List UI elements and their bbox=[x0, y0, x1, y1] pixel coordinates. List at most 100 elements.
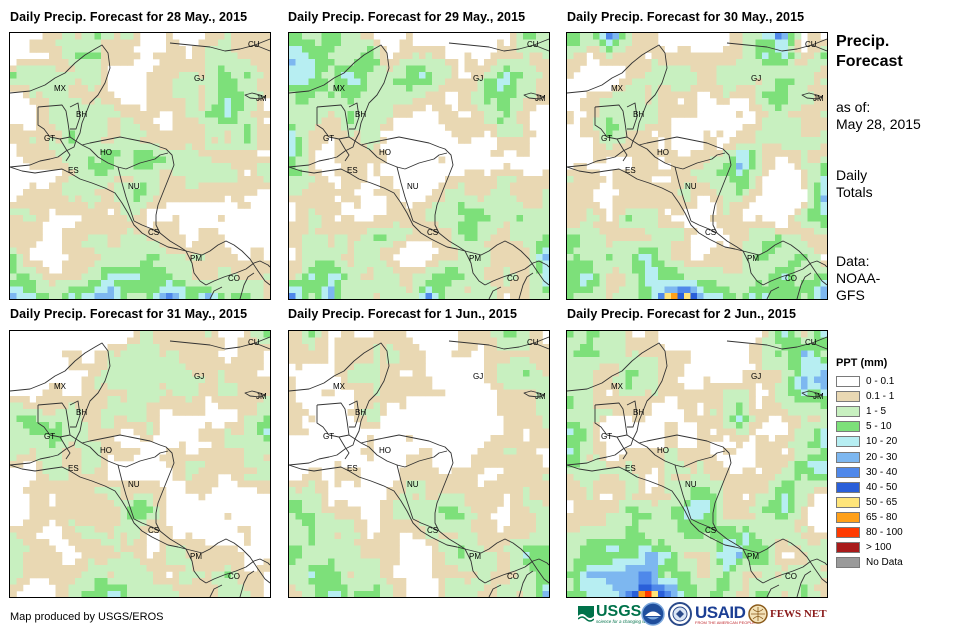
precip-cell bbox=[755, 124, 763, 131]
precip-cell bbox=[315, 33, 322, 40]
precip-cell bbox=[140, 234, 147, 242]
precip-cell bbox=[42, 33, 50, 40]
precip-cell bbox=[36, 72, 43, 79]
precip-cell bbox=[315, 143, 322, 151]
precip-cell bbox=[94, 539, 102, 546]
precip-cell bbox=[625, 117, 633, 125]
precip-cell bbox=[625, 202, 633, 209]
precip-cell bbox=[651, 111, 659, 118]
precip-cell bbox=[677, 241, 685, 248]
precip-cell bbox=[81, 493, 89, 501]
precip-cell bbox=[814, 85, 821, 92]
precip-cell bbox=[716, 247, 724, 255]
precip-cell bbox=[94, 117, 102, 125]
precip-cell bbox=[580, 117, 587, 125]
precip-cell bbox=[736, 150, 743, 157]
precip-cell bbox=[451, 78, 459, 86]
country-border bbox=[438, 232, 466, 252]
precip-cell bbox=[218, 467, 225, 475]
precip-cell bbox=[775, 234, 782, 242]
precip-cell bbox=[36, 428, 43, 436]
precip-cell bbox=[172, 137, 180, 144]
precip-cell bbox=[263, 409, 270, 416]
precip-cell bbox=[510, 111, 517, 118]
forecast-map-4[interactable]: CU GJ MX JM BH GT HO ES NU CS PM CO bbox=[9, 330, 271, 598]
precip-cell bbox=[107, 33, 115, 40]
precip-cell bbox=[586, 280, 594, 287]
precip-cell bbox=[690, 78, 698, 86]
precip-cell bbox=[471, 117, 478, 125]
precip-cell bbox=[120, 111, 128, 118]
precip-cell bbox=[347, 91, 355, 99]
precip-cell bbox=[781, 111, 789, 118]
precip-cell bbox=[334, 169, 342, 177]
precip-cell bbox=[380, 176, 387, 183]
precip-cell bbox=[477, 85, 485, 92]
precip-cell bbox=[334, 221, 342, 229]
precip-cell bbox=[341, 273, 348, 281]
precip-cell bbox=[542, 293, 549, 299]
precip-cell bbox=[451, 234, 459, 242]
precip-cell bbox=[536, 195, 543, 203]
precip-cell bbox=[677, 280, 685, 287]
precip-cell bbox=[185, 247, 193, 255]
precip-cell bbox=[536, 182, 543, 190]
precip-cell bbox=[75, 150, 82, 157]
precip-cell bbox=[295, 293, 303, 299]
precip-cell bbox=[710, 247, 717, 255]
precip-cell bbox=[23, 208, 30, 216]
precip-cell bbox=[140, 357, 147, 364]
forecast-map-2[interactable]: CU GJ MX JM BH GT HO ES NU CS PM CO bbox=[288, 32, 550, 300]
precip-cell bbox=[68, 267, 76, 274]
precip-cell bbox=[107, 143, 115, 151]
forecast-map-3[interactable]: CU GJ MX JM BH GT HO ES NU CS PM CO bbox=[566, 32, 828, 300]
precip-cell bbox=[179, 195, 186, 203]
precip-cell bbox=[677, 91, 685, 99]
precip-cell bbox=[432, 241, 439, 248]
precip-cell bbox=[101, 202, 108, 209]
precip-cell bbox=[68, 241, 76, 248]
precip-cell bbox=[328, 293, 335, 299]
precip-cell bbox=[185, 111, 193, 118]
precip-cell bbox=[638, 150, 646, 157]
precip-cell bbox=[471, 111, 478, 118]
precip-cell bbox=[510, 104, 517, 112]
precip-cell bbox=[464, 130, 472, 138]
precip-cell bbox=[140, 389, 147, 397]
precip-cell bbox=[140, 208, 147, 216]
forecast-map-1[interactable]: CU GJ MX JM BH GT HO ES NU CS PM CO bbox=[9, 32, 271, 300]
precip-cell bbox=[645, 208, 652, 216]
precip-cell bbox=[127, 383, 134, 390]
precip-cell bbox=[237, 189, 245, 196]
precip-cell bbox=[651, 33, 659, 40]
precip-cell bbox=[81, 415, 89, 423]
precip-cell bbox=[68, 202, 76, 209]
precip-cell bbox=[638, 163, 646, 170]
precip-cell bbox=[250, 370, 258, 377]
precip-cell bbox=[133, 111, 141, 118]
precip-cell bbox=[484, 98, 491, 105]
precip-cell bbox=[198, 39, 206, 47]
precip-cell bbox=[729, 286, 737, 294]
precip-cell bbox=[231, 98, 238, 105]
precip-cell bbox=[42, 428, 50, 436]
precip-cell bbox=[36, 85, 43, 92]
precip-cell bbox=[373, 130, 381, 138]
precip-cell bbox=[529, 52, 537, 60]
precip-cell bbox=[516, 260, 524, 268]
precip-cell bbox=[224, 130, 232, 138]
precip-cell bbox=[263, 293, 270, 299]
precip-cell bbox=[393, 228, 400, 235]
precip-cell bbox=[166, 247, 173, 255]
precip-cell bbox=[302, 228, 309, 235]
precip-cell bbox=[367, 137, 374, 144]
precip-cell bbox=[172, 98, 180, 105]
precip-cell bbox=[140, 241, 147, 248]
precip-cell bbox=[172, 383, 180, 390]
precip-cell bbox=[425, 78, 433, 86]
precip-cell bbox=[341, 72, 348, 79]
precip-cell bbox=[625, 228, 633, 235]
precip-cell bbox=[140, 111, 147, 118]
precip-cell bbox=[671, 260, 678, 268]
country-label: BH bbox=[76, 110, 88, 119]
